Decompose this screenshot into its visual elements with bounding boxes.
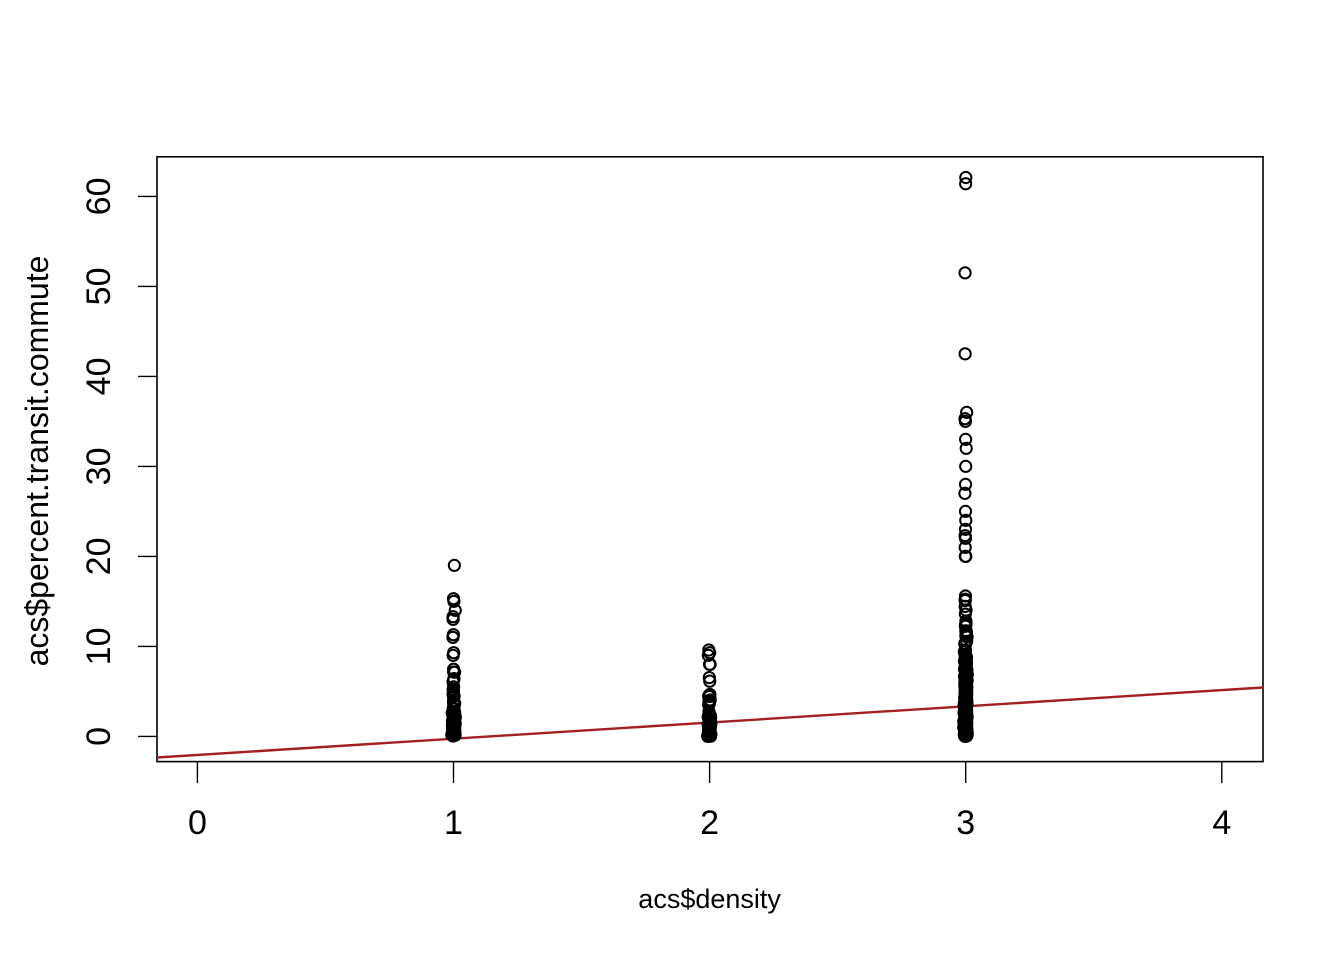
svg-text:3: 3 (956, 804, 975, 842)
svg-text:1: 1 (444, 804, 463, 842)
svg-text:0: 0 (80, 727, 118, 746)
svg-text:30: 30 (80, 447, 118, 485)
svg-text:50: 50 (80, 267, 118, 305)
svg-text:20: 20 (80, 537, 118, 575)
svg-text:2: 2 (700, 804, 719, 842)
svg-text:40: 40 (80, 357, 118, 395)
svg-text:0: 0 (188, 804, 207, 842)
svg-text:4: 4 (1212, 804, 1231, 842)
svg-text:60: 60 (80, 177, 118, 215)
svg-text:acs$percent.transit.commute: acs$percent.transit.commute (19, 256, 55, 667)
svg-text:acs$density: acs$density (638, 884, 781, 914)
svg-text:10: 10 (80, 627, 118, 665)
